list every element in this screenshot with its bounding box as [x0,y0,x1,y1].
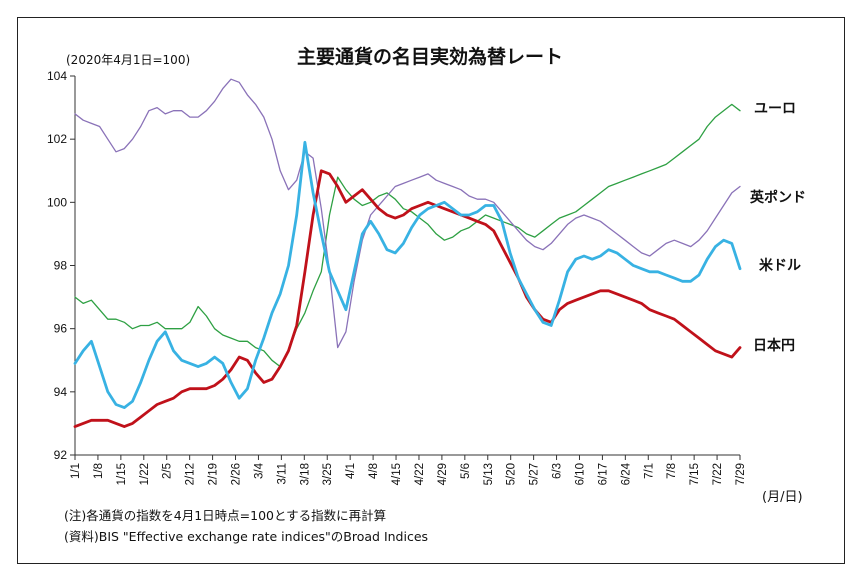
x-tick-label: 4/1 [345,463,357,479]
x-tick-label: 3/11 [276,463,288,485]
x-tick-label: 3/4 [253,462,265,479]
base-note: (2020年4月1日=100) [66,53,191,67]
x-tick-label: 7/1 [643,463,655,479]
x-tick-label: 2/26 [231,463,243,485]
source-line: (資料)BIS "Effective exchange rate indices… [64,529,429,544]
x-tick-label: 4/15 [391,463,403,485]
x-tick-label: 3/18 [299,463,311,485]
y-tick-label: 94 [54,385,68,399]
chart-title: 主要通貨の名目実効為替レート [296,46,563,68]
x-tick-label: 7/15 [689,463,701,485]
x-tick-label: 1/15 [116,463,128,485]
x-tick-label: 5/6 [460,463,472,479]
x-tick-label: 6/10 [574,463,586,485]
x-tick-label: 6/17 [597,463,609,485]
y-tick-label: 102 [47,132,67,146]
x-tick-label: 2/19 [208,463,220,485]
x-tick-label: 3/25 [322,463,334,485]
series-label-2: 米ドル [759,257,801,274]
x-unit-label: (月/日) [762,490,803,505]
series-label-1: 英ポンド [749,189,806,206]
x-tick-label: 2/12 [185,463,197,485]
note-line: (注)各通貨の指数を4月1日時点=100とする指数に再計算 [64,508,387,523]
x-tick-label: 5/20 [506,463,518,485]
series-label-3: 日本円 [753,337,795,354]
x-tick-label: 5/13 [483,463,495,485]
x-tick-label: 7/29 [735,463,747,485]
y-tick-label: 104 [47,69,67,83]
x-tick-label: 6/3 [552,463,564,479]
x-tick-label: 7/8 [666,463,678,479]
series-line-3 [73,140,742,410]
x-tick-label: 5/27 [529,463,541,485]
y-tick-label: 98 [54,259,68,273]
x-tick-label: 2/5 [162,463,174,479]
x-tick-label: 1/8 [93,463,105,479]
y-tick-label: 96 [54,322,68,336]
x-tick-label: 4/8 [368,463,380,479]
series-line-2 [73,169,742,429]
x-tick-label: 4/29 [437,463,449,485]
x-tick-label: 1/22 [139,463,151,485]
y-tick-label: 92 [54,448,68,462]
y-tick-label: 100 [47,195,67,209]
x-tick-label: 1/1 [70,463,82,479]
x-tick-label: 4/22 [414,463,426,485]
series-label-0: ユーロ [754,101,796,117]
series-line-1 [74,78,741,349]
x-tick-label: 7/22 [712,463,724,485]
x-tick-label: 6/24 [620,462,632,485]
